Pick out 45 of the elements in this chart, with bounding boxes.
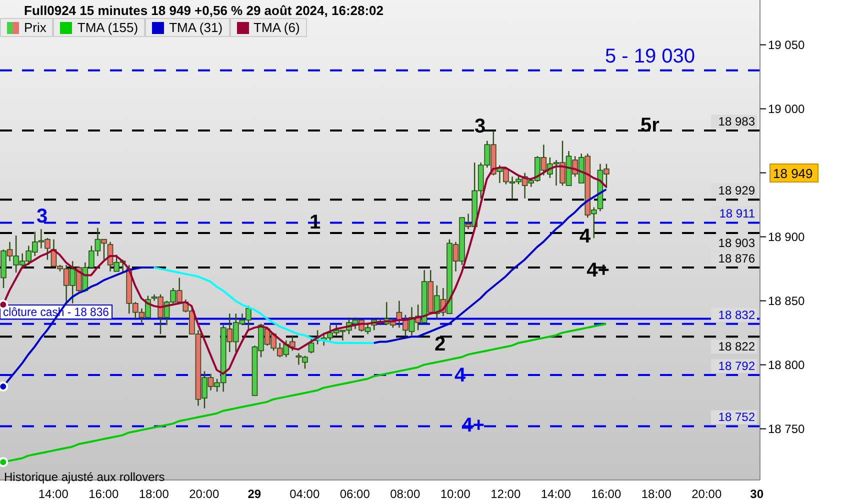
x-tick-label: 10:00 [440,487,471,500]
ref-line-label: 18 983 [718,114,756,129]
y-tick-label: 18 850 [768,294,806,308]
annotation: Historique ajusté aux rollovers [4,470,165,484]
ref-line-label: 18 911 [719,206,756,221]
annotation: 3 [474,116,486,138]
x-tick-label: 04:00 [290,487,320,500]
y-tick-label: 19 050 [768,38,806,52]
text: 18 949 [773,166,813,181]
ref-line-label: 18 903 [718,236,756,250]
x-tick-label: 12:00 [490,487,521,500]
annotation: 4 [579,226,592,248]
y-tick-label: 18 800 [768,358,806,372]
annotation: 4 [454,364,466,387]
ref-line-label: 18 752 [718,410,756,424]
x-tick-label: 16:00 [88,487,119,500]
x-tick-label: 18:00 [641,487,672,500]
x-tick-label: 14:00 [38,487,69,500]
x-tick-label: 06:00 [340,487,370,500]
annotation: 3 [36,206,48,228]
y-tick-label: 18 900 [768,230,806,244]
ref-line-label: 18 792 [718,359,756,374]
ref-line-label: 18 832 [718,308,756,322]
ref-line-label: 18 929 [718,184,756,198]
x-tick-label: 30 [750,487,764,500]
x-tick-label: 14:00 [540,487,572,500]
x-tick-label: 16:00 [591,487,622,500]
y-tick-label: 18 750 [768,422,806,436]
ref-line-label: 18 876 [718,252,756,266]
annotation: 2 [434,334,446,356]
x-tick-label: 20:00 [189,487,220,500]
annotation: 5 - 19 030 [604,46,696,68]
ref-line-label: 18 822 [718,340,756,354]
y-tick-label: 19 000 [768,102,806,116]
candlestick [308,338,314,354]
legend-label: TMA (155) [77,20,138,35]
legend-label: TMA (31) [169,20,223,35]
legend-label: TMA (6) [254,20,300,35]
x-tick-label: 20:00 [692,487,722,500]
x-tick-label: 18:00 [138,487,170,500]
x-tick-label: 29 [248,487,262,500]
legend-label: Prix [24,20,46,35]
x-tick-label: 08:00 [390,487,420,500]
line-series [152,266,375,344]
chart-title: Full0924 15 minutes 18 949 +0,56 % 29 août 2024, 16:28:02 [24,3,384,18]
